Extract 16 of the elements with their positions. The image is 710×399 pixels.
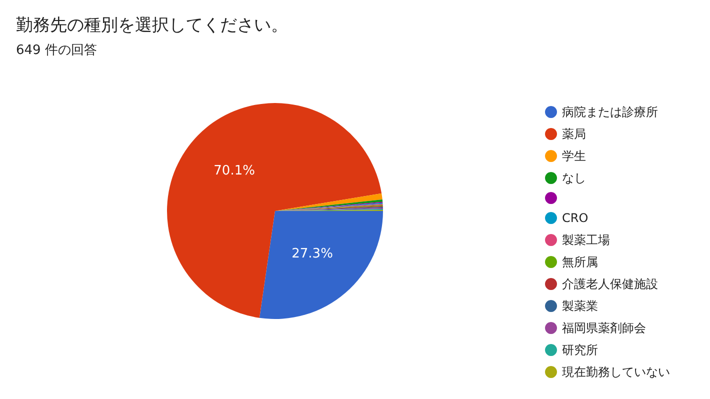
legend-label: 介護老人保健施設	[562, 277, 658, 291]
legend-label: 研究所	[562, 343, 598, 357]
legend-label: 学生	[562, 149, 586, 163]
text: 649 件の回答	[16, 43, 97, 58]
legend-label: 福岡県薬剤師会	[562, 321, 646, 335]
legend-label: 病院または診療所	[562, 105, 658, 119]
legend-label: 製薬業	[562, 299, 598, 313]
legend-label: 現在勤務していない	[562, 365, 670, 379]
legend-label: CRO	[562, 211, 588, 225]
legend-label: なし	[562, 171, 586, 185]
legend-label: 製薬工場	[562, 233, 610, 247]
legend-label: 無所属	[562, 255, 598, 269]
chart-title: 勤務先の種別を選択してください。	[16, 16, 288, 36]
data-label: 70.1%	[214, 164, 255, 179]
legend-label: 薬局	[562, 127, 586, 141]
data-label: 27.3%	[292, 246, 333, 262]
